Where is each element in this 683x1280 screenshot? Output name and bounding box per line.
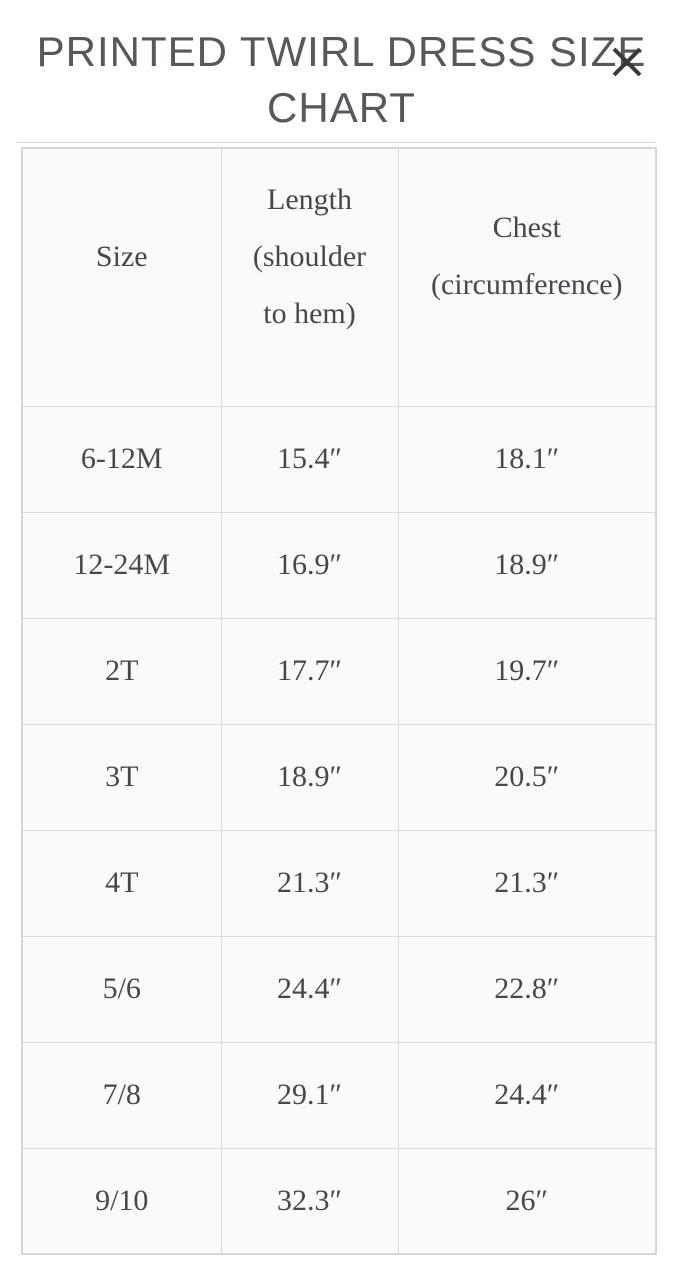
table-row: 5/6 24.4″ 22.8″ xyxy=(21,935,657,1043)
table-cell: 6-12M xyxy=(21,405,222,513)
table-row: 2T 17.7″ 19.7″ xyxy=(21,617,657,725)
table-header: Size Length (shoulder to hem) Chest (cir… xyxy=(21,147,657,407)
table-cell: 21.3″ xyxy=(220,829,399,937)
close-button[interactable] xyxy=(607,42,647,82)
table-cell: 4T xyxy=(21,829,222,937)
column-header-length: Length (shoulder to hem) xyxy=(220,147,399,407)
table-row: 12-24M 16.9″ 18.9″ xyxy=(21,511,657,619)
table-cell: 17.7″ xyxy=(220,617,399,725)
close-icon xyxy=(607,42,647,82)
page-title-line1: PRINTED TWIRL DRESS SIZE xyxy=(36,28,647,75)
table-cell: 2T xyxy=(21,617,222,725)
column-header-size: Size xyxy=(21,147,222,407)
column-header-chest: Chest (circumference) xyxy=(397,147,657,407)
table-cell: 7/8 xyxy=(21,1041,222,1149)
table-row: 9/10 32.3″ 26″ xyxy=(21,1147,657,1255)
header-row: Size Length (shoulder to hem) Chest (cir… xyxy=(21,147,657,407)
size-chart-container: Size Length (shoulder to hem) Chest (cir… xyxy=(17,142,657,1255)
table-cell: 29.1″ xyxy=(220,1041,399,1149)
table-cell: 16.9″ xyxy=(220,511,399,619)
table-cell: 12-24M xyxy=(21,511,222,619)
table-cell: 24.4″ xyxy=(220,935,399,1043)
table-cell: 18.9″ xyxy=(397,511,657,619)
table-body: 6-12M 15.4″ 18.1″ 12-24M 16.9″ 18.9″ 2T 17.7″ 19… xyxy=(21,405,657,1255)
table-row: 4T 21.3″ 21.3″ xyxy=(21,829,657,937)
table-cell: 18.1″ xyxy=(397,405,657,513)
table-cell: 19.7″ xyxy=(397,617,657,725)
table-cell: 15.4″ xyxy=(220,405,399,513)
table-cell: 18.9″ xyxy=(220,723,399,831)
page-title: PRINTED TWIRL DRESS SIZE CHART xyxy=(0,0,683,136)
table-cell: 32.3″ xyxy=(220,1147,399,1255)
table-cell: 3T xyxy=(21,723,222,831)
table-cell: 22.8″ xyxy=(397,935,657,1043)
table-row: 6-12M 15.4″ 18.1″ xyxy=(21,405,657,513)
table-cell: 24.4″ xyxy=(397,1041,657,1149)
table-cell: 26″ xyxy=(397,1147,657,1255)
table-row: 3T 18.9″ 20.5″ xyxy=(21,723,657,831)
page-title-line2: CHART xyxy=(267,84,416,131)
size-chart-table: Size Length (shoulder to hem) Chest (cir… xyxy=(21,147,657,1255)
table-row: 7/8 29.1″ 24.4″ xyxy=(21,1041,657,1149)
table-cell: 5/6 xyxy=(21,935,222,1043)
table-cell: 20.5″ xyxy=(397,723,657,831)
table-cell: 21.3″ xyxy=(397,829,657,937)
table-cell: 9/10 xyxy=(21,1147,222,1255)
